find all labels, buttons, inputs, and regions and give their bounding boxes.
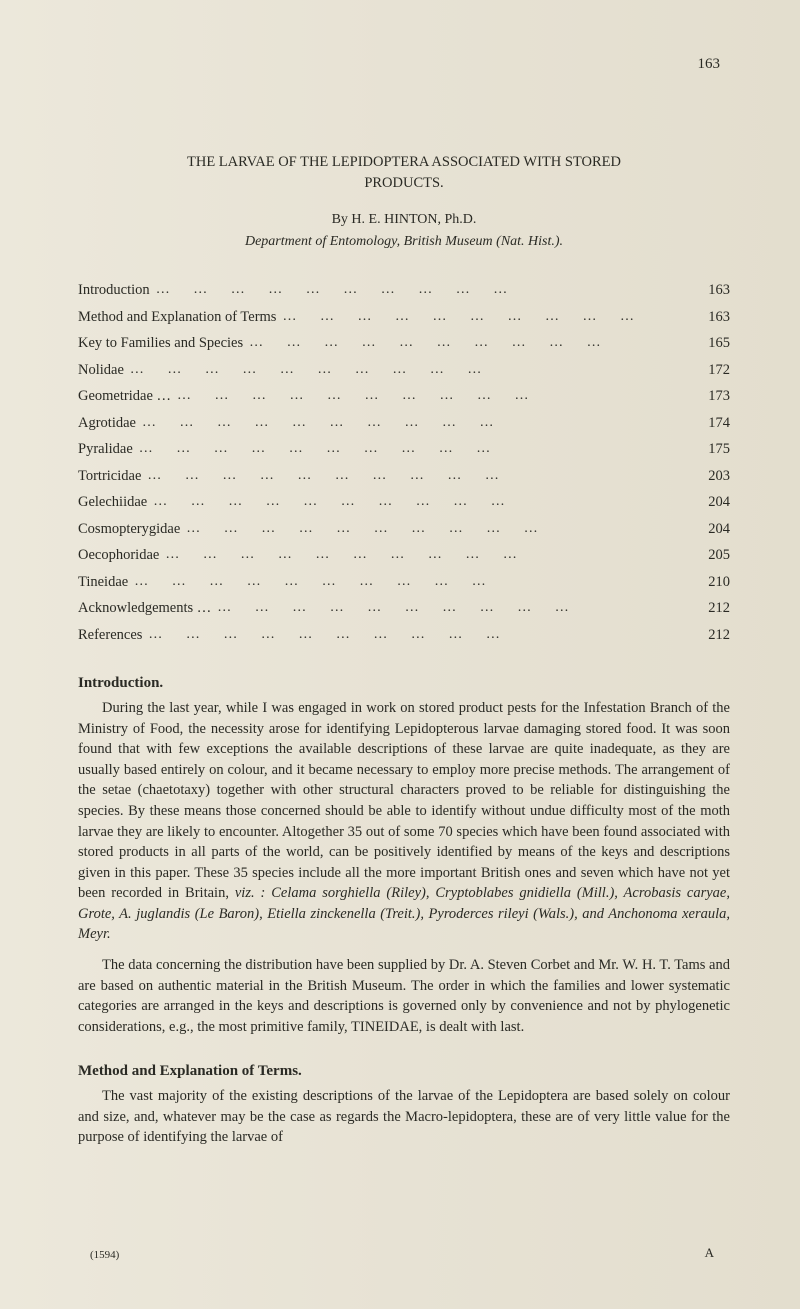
toc-label: Geometridae … <box>78 384 171 409</box>
toc-leader-dots: … … … … … … … … … … <box>282 305 690 331</box>
toc-leader-dots: … … … … … … … … … … <box>177 384 690 410</box>
toc-page: 204 <box>696 517 730 542</box>
toc-leader-dots: … … … … … … … … … … <box>130 358 690 384</box>
toc-label: Nolidae <box>78 358 124 383</box>
toc-row: Method and Explanation of Terms… … … … …… <box>78 305 730 332</box>
toc-leader-dots: … … … … … … … … … … <box>134 570 690 596</box>
toc-row: Gelechiidae… … … … … … … … … …204 <box>78 490 730 517</box>
toc-page: 205 <box>696 543 730 568</box>
toc-leader-dots: … … … … … … … … … … <box>156 278 690 304</box>
toc-leader-dots: … … … … … … … … … … <box>148 623 690 649</box>
toc-page: 174 <box>696 411 730 436</box>
title-line-1: THE LARVAE OF THE LEPIDOPTERA ASSOCIATED… <box>78 152 730 173</box>
toc-label: Cosmopterygidae <box>78 517 180 542</box>
toc-row: Tineidae… … … … … … … … … …210 <box>78 570 730 597</box>
toc-label: Acknowledgements … <box>78 596 211 621</box>
species-list-italic: viz. : Celama sorghiella (Riley), Crypto… <box>78 885 730 942</box>
toc-row: Acknowledgements …… … … … … … … … … …212 <box>78 596 730 623</box>
toc-page: 175 <box>696 437 730 462</box>
toc-label: Agrotidae <box>78 411 136 436</box>
toc-row: Pyralidae… … … … … … … … … …175 <box>78 437 730 464</box>
toc-leader-dots: … … … … … … … … … … <box>186 517 690 543</box>
heading-introduction: Introduction. <box>78 675 730 692</box>
toc-row: Introduction… … … … … … … … … …163 <box>78 278 730 305</box>
toc-leader-dots: … … … … … … … … … … <box>217 596 690 622</box>
footer-signature: A <box>705 1245 714 1261</box>
toc-row: Tortricidae… … … … … … … … … …203 <box>78 464 730 491</box>
paragraph-method-1: The vast majority of the existing descri… <box>78 1086 730 1148</box>
toc-page: 204 <box>696 490 730 515</box>
toc-leader-dots: … … … … … … … … … … <box>165 543 690 569</box>
table-of-contents: Introduction… … … … … … … … … …163Method… <box>78 278 730 649</box>
byline: By H. E. HINTON, Ph.D. <box>78 212 730 228</box>
toc-leader-dots: … … … … … … … … … … <box>147 464 690 490</box>
toc-row: Geometridae …… … … … … … … … … …173 <box>78 384 730 411</box>
toc-page: 173 <box>696 384 730 409</box>
toc-row: References… … … … … … … … … …212 <box>78 623 730 650</box>
page: 163 THE LARVAE OF THE LEPIDOPTERA ASSOCI… <box>0 0 800 1309</box>
title-block: THE LARVAE OF THE LEPIDOPTERA ASSOCIATED… <box>78 152 730 194</box>
toc-page: 172 <box>696 358 730 383</box>
paragraph-intro-1: During the last year, while I was engage… <box>78 698 730 945</box>
department-line: Department of Entomology, British Museum… <box>78 234 730 250</box>
toc-row: Oecophoridae… … … … … … … … … …205 <box>78 543 730 570</box>
heading-method: Method and Explanation of Terms. <box>78 1063 730 1080</box>
toc-row: Key to Families and Species… … … … … … …… <box>78 331 730 358</box>
toc-row: Agrotidae… … … … … … … … … …174 <box>78 411 730 438</box>
toc-label: Tineidae <box>78 570 128 595</box>
toc-label: Pyralidae <box>78 437 133 462</box>
toc-leader-dots: … … … … … … … … … … <box>139 437 690 463</box>
toc-row: Nolidae… … … … … … … … … …172 <box>78 358 730 385</box>
toc-page: 210 <box>696 570 730 595</box>
toc-page: 163 <box>696 278 730 303</box>
toc-label: Oecophoridae <box>78 543 159 568</box>
toc-label: Introduction <box>78 278 150 303</box>
toc-page: 212 <box>696 623 730 648</box>
toc-page: 165 <box>696 331 730 356</box>
toc-leader-dots: … … … … … … … … … … <box>153 490 690 516</box>
toc-label: References <box>78 623 142 648</box>
title-line-2: PRODUCTS. <box>78 173 730 194</box>
toc-page: 163 <box>696 305 730 330</box>
toc-page: 212 <box>696 596 730 621</box>
toc-leader-dots: … … … … … … … … … … <box>249 331 690 357</box>
toc-page: 203 <box>696 464 730 489</box>
toc-leader-dots: … … … … … … … … … … <box>142 411 690 437</box>
toc-label: Key to Families and Species <box>78 331 243 356</box>
toc-label: Method and Explanation of Terms <box>78 305 276 330</box>
toc-label: Tortricidae <box>78 464 141 489</box>
footer-ref: (1594) <box>90 1249 119 1261</box>
toc-label: Gelechiidae <box>78 490 147 515</box>
toc-row: Cosmopterygidae… … … … … … … … … …204 <box>78 517 730 544</box>
paragraph-intro-2: The data concerning the distribution hav… <box>78 955 730 1037</box>
page-number: 163 <box>698 56 721 73</box>
